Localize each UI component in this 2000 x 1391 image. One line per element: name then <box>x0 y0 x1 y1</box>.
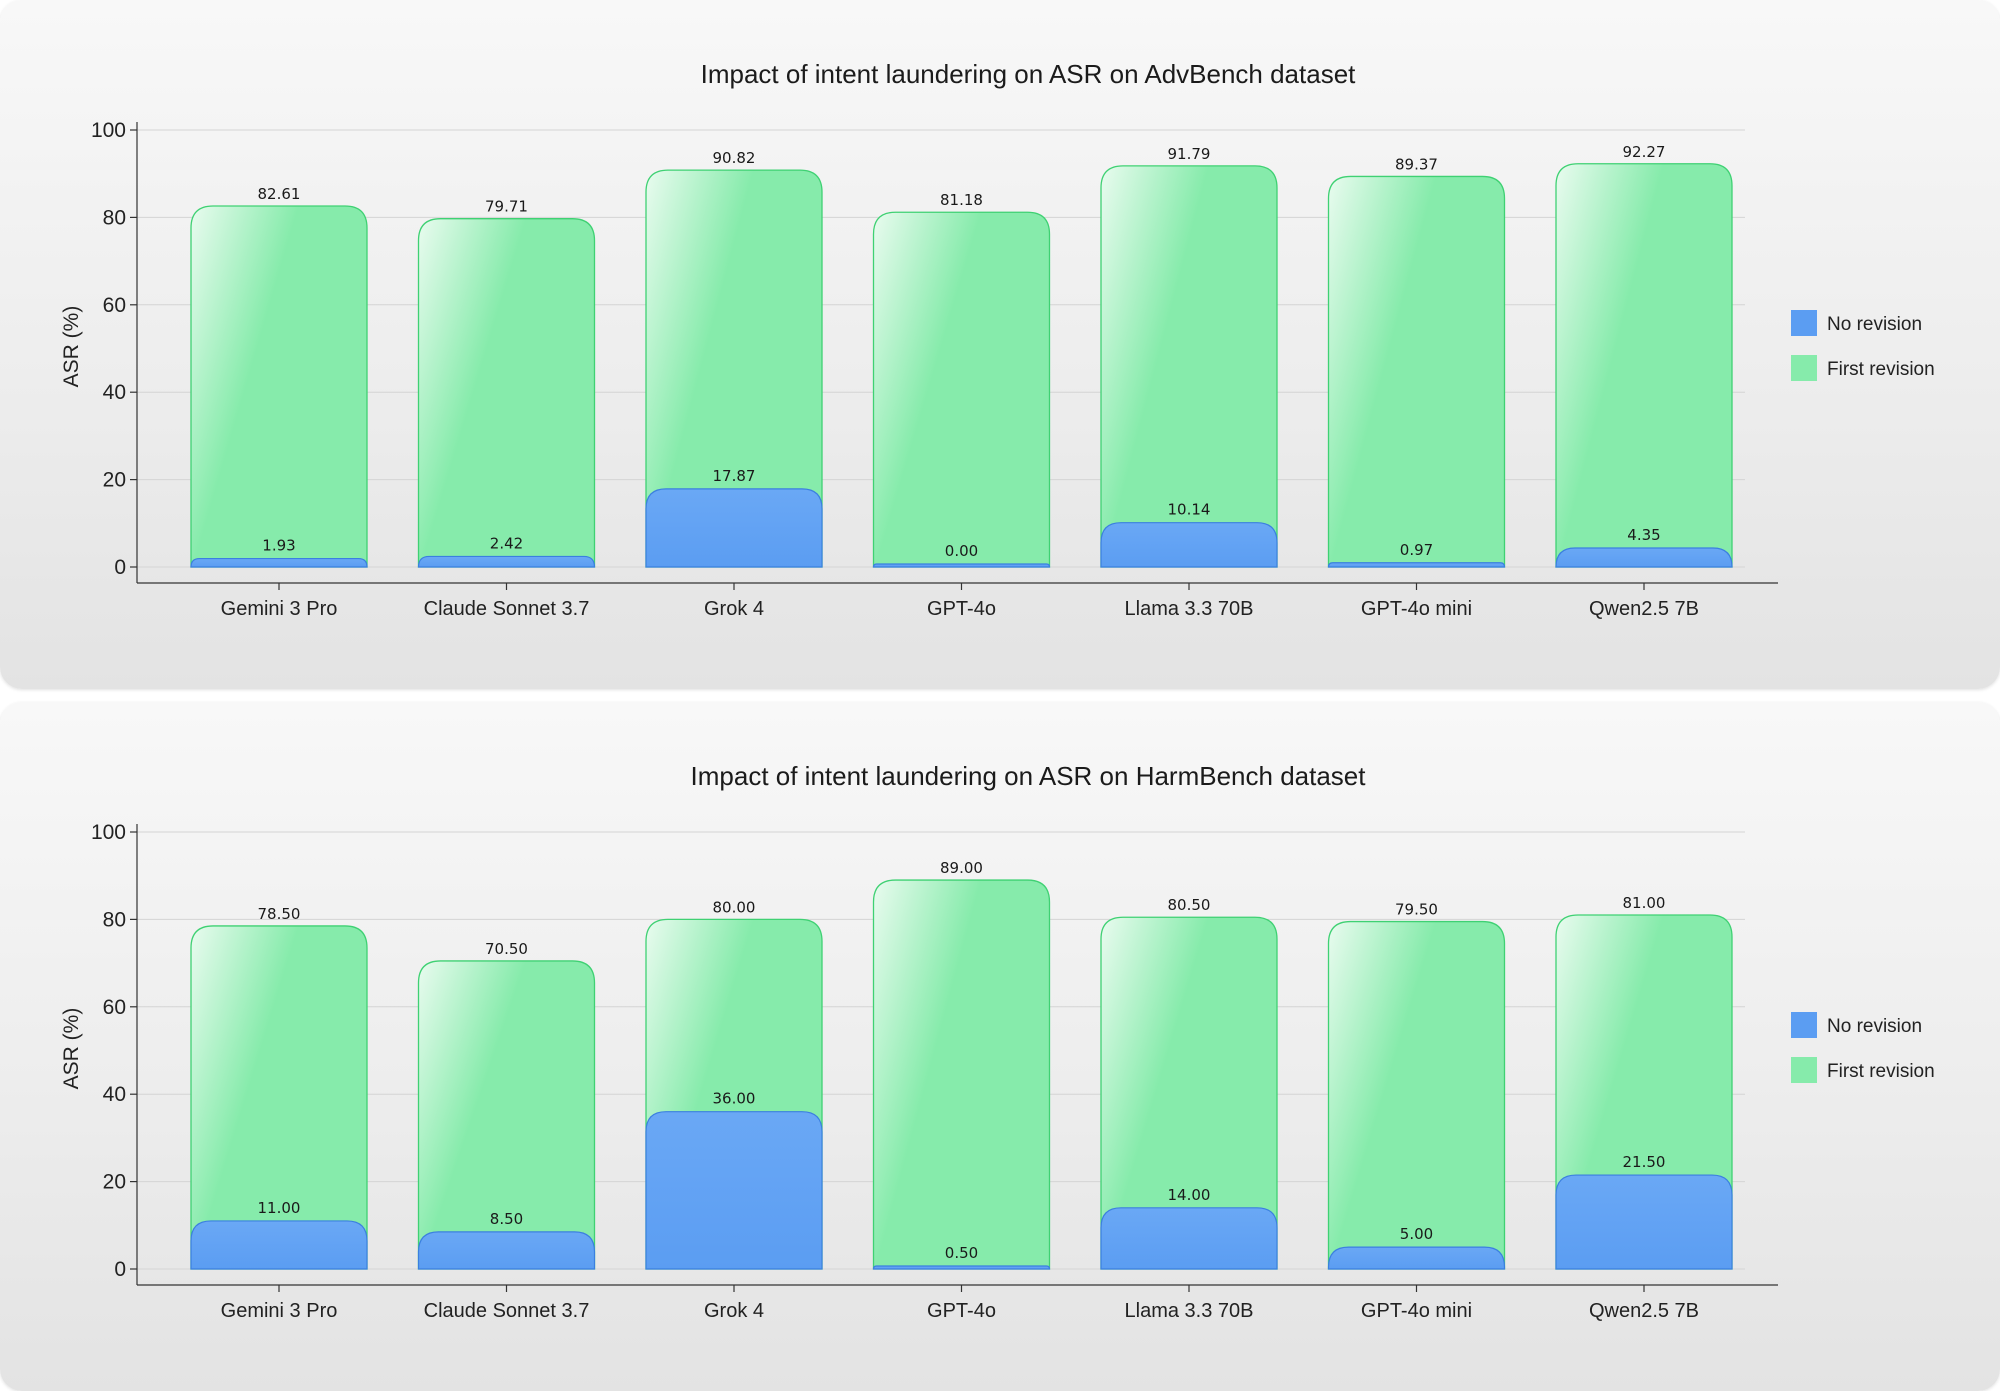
legend-swatch-no-revision <box>1791 1012 1817 1038</box>
data-label-first-revision: 91.79 <box>1168 145 1211 163</box>
y-tick-label: 20 <box>103 1171 126 1194</box>
y-axis-label: ASR (%) <box>60 306 83 388</box>
bar-no-revision <box>1100 1207 1278 1270</box>
bar-first-revision <box>417 960 596 1270</box>
legend: No revision First revision <box>1791 310 1935 381</box>
y-tick-label: 60 <box>103 996 126 1019</box>
data-label-first-revision: 80.00 <box>713 898 756 916</box>
data-label-first-revision: 70.50 <box>485 940 528 958</box>
bar-first-revision <box>1555 163 1733 568</box>
data-label-no-revision: 10.14 <box>1168 501 1211 519</box>
x-tick-label: Llama 3.3 70B <box>1125 598 1254 620</box>
legend-label: No revision <box>1827 314 1922 335</box>
chart-advbench: Impact of intent laundering on ASR on Ad… <box>60 59 1935 620</box>
data-label-no-revision: 21.50 <box>1623 1153 1666 1171</box>
y-tick-label: 0 <box>114 1258 126 1281</box>
x-tick-label: Qwen2.5 7B <box>1589 598 1699 620</box>
data-label-first-revision: 82.61 <box>258 185 301 203</box>
y-tick-label: 40 <box>103 1083 126 1106</box>
bar-no-revision <box>417 1231 596 1270</box>
bar-no-revision <box>1555 1174 1733 1270</box>
bar-first-revision <box>1100 165 1278 568</box>
data-label-no-revision: 14.00 <box>1168 1186 1211 1204</box>
bar-first-revision <box>872 211 1051 568</box>
bar-no-revision <box>872 1265 1051 1270</box>
chart-title: Impact of intent laundering on ASR on Ha… <box>691 761 1367 791</box>
bar-first-revision <box>190 925 368 1270</box>
bar-first-revision <box>872 879 1051 1270</box>
bar-no-revision <box>1327 562 1506 568</box>
data-label-no-revision: 0.97 <box>1400 541 1433 559</box>
data-label-no-revision: 0.50 <box>945 1244 978 1262</box>
data-label-first-revision: 79.71 <box>485 198 528 216</box>
chart-harmbench: Impact of intent laundering on ASR on Ha… <box>60 761 1935 1322</box>
data-label-first-revision: 90.82 <box>713 149 756 167</box>
data-label-first-revision: 80.50 <box>1168 896 1211 914</box>
y-tick-label: 100 <box>91 821 126 844</box>
bar-no-revision <box>417 555 596 568</box>
bar-first-revision <box>1327 920 1506 1270</box>
data-label-no-revision: 5.00 <box>1400 1225 1433 1243</box>
y-tick-label: 100 <box>91 119 126 142</box>
x-tick-label: Claude Sonnet 3.7 <box>424 1300 590 1322</box>
x-tick-label: Llama 3.3 70B <box>1125 1300 1254 1322</box>
bar-no-revision <box>645 1111 823 1270</box>
x-tick-label: Gemini 3 Pro <box>221 598 338 620</box>
x-tick-label: Qwen2.5 7B <box>1589 1300 1699 1322</box>
data-label-first-revision: 78.50 <box>258 905 301 923</box>
y-tick-label: 80 <box>103 908 126 931</box>
y-tick-label: 40 <box>103 381 126 404</box>
y-tick-label: 20 <box>103 469 126 492</box>
legend-swatch-first-revision <box>1791 1057 1817 1083</box>
legend-swatch-first-revision <box>1791 355 1817 381</box>
x-tick-label: Grok 4 <box>704 1300 764 1322</box>
x-tick-label: GPT-4o mini <box>1361 1300 1472 1322</box>
legend-swatch-no-revision <box>1791 310 1817 336</box>
data-label-no-revision: 4.35 <box>1627 526 1660 544</box>
x-tick-label: Grok 4 <box>704 598 764 620</box>
data-label-no-revision: 8.50 <box>490 1210 523 1228</box>
chart-panel-advbench: Impact of intent laundering on ASR on Ad… <box>0 0 2000 689</box>
bar-first-revision <box>417 218 596 568</box>
y-tick-label: 60 <box>103 294 126 317</box>
bar-no-revision <box>1327 1246 1506 1270</box>
data-label-no-revision: 11.00 <box>258 1199 301 1217</box>
y-axis-label: ASR (%) <box>60 1008 83 1090</box>
data-label-no-revision: 2.42 <box>490 534 523 552</box>
legend-label: No revision <box>1827 1016 1922 1037</box>
y-tick-label: 0 <box>114 556 126 579</box>
bar-first-revision <box>1100 916 1278 1270</box>
legend-label: First revision <box>1827 359 1935 380</box>
bar-no-revision <box>190 557 368 568</box>
x-tick-label: GPT-4o <box>927 598 996 620</box>
bar-first-revision <box>1327 175 1506 568</box>
x-tick-label: Gemini 3 Pro <box>221 1300 338 1322</box>
bar-first-revision <box>190 205 368 568</box>
bar-no-revision <box>645 488 823 568</box>
chart-title: Impact of intent laundering on ASR on Ad… <box>701 59 1357 89</box>
legend-label: First revision <box>1827 1061 1935 1082</box>
x-tick-label: Claude Sonnet 3.7 <box>424 598 590 620</box>
y-tick-label: 80 <box>103 206 126 229</box>
data-label-no-revision: 0.00 <box>945 542 978 560</box>
x-tick-label: GPT-4o <box>927 1300 996 1322</box>
data-label-first-revision: 92.27 <box>1623 143 1666 161</box>
x-tick-label: GPT-4o mini <box>1361 598 1472 620</box>
data-label-no-revision: 17.87 <box>713 467 756 485</box>
data-label-no-revision: 1.93 <box>262 537 295 555</box>
bar-no-revision <box>1555 547 1733 568</box>
chart-panel-harmbench: Impact of intent laundering on ASR on Ha… <box>0 702 2000 1391</box>
data-label-first-revision: 89.00 <box>940 859 983 877</box>
bar-no-revision <box>190 1220 368 1270</box>
bar-first-revision <box>645 169 823 568</box>
data-label-first-revision: 79.50 <box>1395 901 1438 919</box>
data-label-first-revision: 81.00 <box>1623 894 1666 912</box>
legend: No revision First revision <box>1791 1012 1935 1083</box>
bar-no-revision <box>1100 522 1278 568</box>
data-label-no-revision: 36.00 <box>713 1090 756 1108</box>
data-label-first-revision: 89.37 <box>1395 155 1438 173</box>
data-label-first-revision: 81.18 <box>940 191 983 209</box>
bar-no-revision <box>872 563 1051 568</box>
